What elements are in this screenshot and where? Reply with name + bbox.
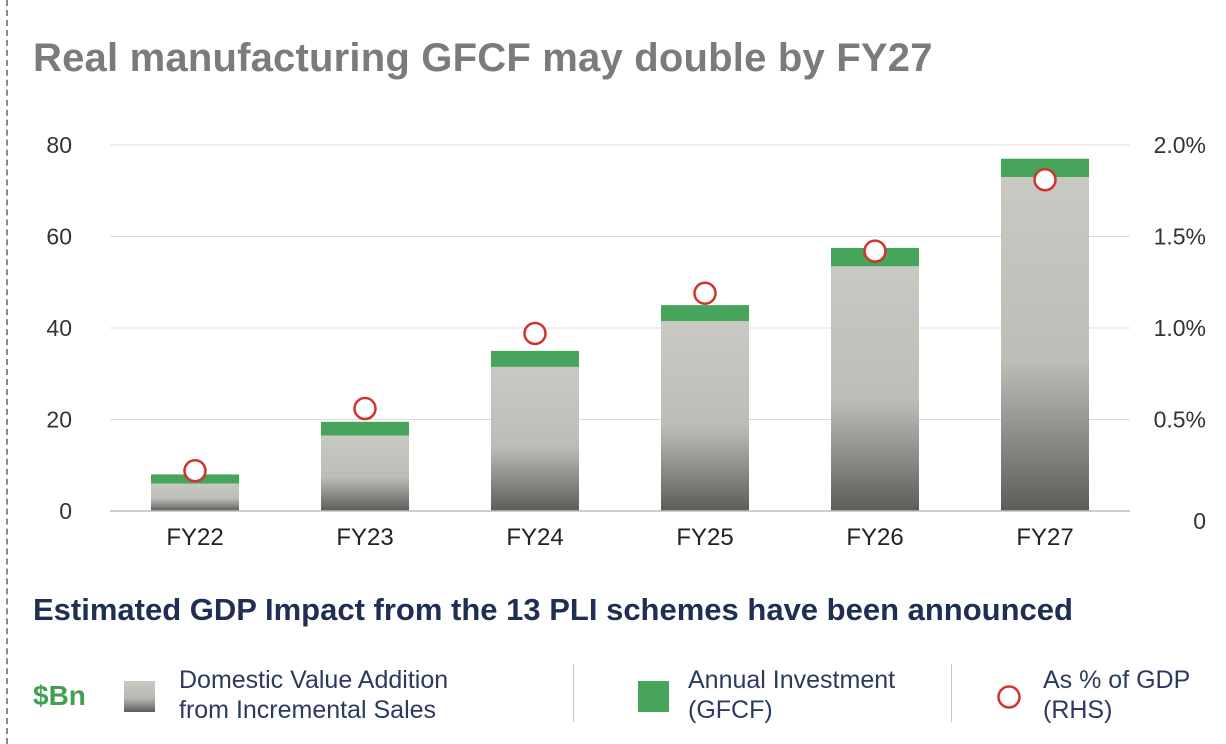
bar-gfcf: [1001, 158, 1089, 178]
x-tick-label: FY26: [846, 524, 903, 551]
y-right-tick-label: 1.0%: [1154, 315, 1206, 341]
y-left-tick-label: 0: [59, 498, 72, 524]
legend-gfcf-label: Annual Investment (GFCF): [688, 666, 896, 724]
y-left-tick-label: 20: [46, 407, 72, 433]
gdp-marker: [183, 458, 207, 483]
x-tick-label: FY27: [1016, 524, 1073, 551]
legend-separator: [573, 664, 574, 722]
x-tick-label: FY24: [506, 524, 563, 551]
gdp-marker: [353, 396, 377, 421]
gdp-markers: [183, 168, 1057, 483]
bars: [151, 158, 1089, 511]
gdp-marker: [523, 321, 547, 346]
x-tick-label: FY22: [166, 524, 223, 551]
gridlines: [110, 144, 1130, 420]
chart-subtitle: Estimated GDP Impact from the 13 PLI sch…: [33, 592, 1073, 627]
dashed-left-border: [6, 0, 8, 744]
bar-dva: [151, 483, 239, 511]
bar-dva: [491, 366, 579, 511]
y-left-tick-label: 60: [46, 224, 72, 250]
bar-gfcf: [661, 305, 749, 322]
legend-gfcf-swatch: [638, 681, 669, 712]
unit-label: $Bn: [33, 680, 86, 711]
axes: 0 20 40 60 80 0 0.5% 1.0% 1.5% 2.0% FY22 FY23 FY24 FY…: [46, 132, 1206, 551]
y-right-tick-label: 0: [1193, 508, 1206, 534]
gdp-marker: [1033, 168, 1057, 192]
y-right-tick-label: 1.5%: [1154, 224, 1206, 250]
y-left-tick-label: 40: [46, 315, 72, 341]
bar-dva: [1001, 177, 1089, 511]
bar-gfcf: [321, 421, 409, 436]
x-tick-label: FY23: [336, 524, 393, 551]
bar-dva: [661, 321, 749, 511]
legend-gdp-label: As % of GDP (RHS): [1043, 666, 1191, 724]
bar-dva: [321, 435, 409, 511]
y-left-tick-label: 80: [46, 132, 72, 158]
chart-area: 0 20 40 60 80 0 0.5% 1.0% 1.5% 2.0% FY22 FY23 FY24 FY…: [46, 132, 1206, 551]
legend-dva-swatch: [124, 681, 155, 712]
legend-dva-label: Domestic Value Addition from Incremental…: [179, 666, 449, 724]
gdp-marker: [863, 239, 887, 263]
x-tick-label: FY25: [676, 524, 733, 551]
y-right-tick-label: 0.5%: [1154, 407, 1206, 433]
bar-dva: [831, 266, 919, 511]
chart-title: Real manufacturing GFCF may double by FY…: [33, 36, 933, 80]
y-right-tick-label: 2.0%: [1154, 132, 1206, 158]
legend-separator: [951, 664, 952, 722]
gdp-marker: [693, 281, 717, 305]
legend-gdp-marker-icon: [997, 685, 1021, 709]
bar-gfcf: [491, 350, 579, 367]
